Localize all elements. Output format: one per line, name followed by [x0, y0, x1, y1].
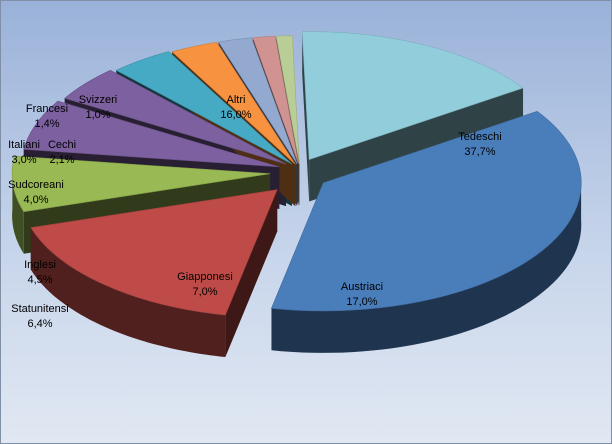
slice-value: 3,0% [11, 154, 36, 166]
slice-label-cechi: Cechi 2,1% [48, 139, 76, 166]
slice-value: 37,7% [464, 146, 495, 158]
slice-svizzeri [275, 35, 300, 164]
slice-label-statunitensi: Statunitensi 6,4% [11, 303, 68, 330]
slice-label-giapponesi: Giapponesi 7,0% [177, 271, 233, 298]
slice-altri [301, 31, 524, 160]
slice-label-sudcoreani: Sudcoreani 4,0% [8, 179, 64, 206]
slice-tedeschi [271, 110, 582, 312]
slice-value: 4,5% [27, 274, 52, 286]
slice-name: Altri [227, 94, 246, 106]
slice-name: Svizzeri [79, 94, 118, 106]
slice-rim-austriaci [30, 227, 226, 357]
slice-label-italiani: Italiani 3,0% [8, 139, 40, 166]
slice-value: 17,0% [346, 296, 377, 308]
slice-rim-giapponesi [12, 167, 24, 254]
slice-label-altri: Altri 16,0% [220, 94, 251, 121]
pie-tops [11, 31, 582, 316]
slice-italiani [171, 42, 296, 165]
slice-label-francesi: Francesi 1,4% [26, 103, 68, 130]
slice-value: 1,4% [34, 118, 59, 130]
slice-name: Tedeschi [458, 131, 501, 143]
slice-name: Francesi [26, 103, 68, 115]
slice-value: 4,0% [23, 194, 48, 206]
slice-name: Inglesi [24, 259, 56, 271]
slice-value: 16,0% [220, 109, 251, 121]
slice-value: 2,1% [49, 154, 74, 166]
slice-label-tedeschi: Tedeschi 37,7% [458, 131, 501, 158]
slice-name: Giapponesi [177, 271, 233, 283]
slice-label-inglesi: Inglesi 4,5% [24, 259, 56, 286]
slice-wall-altri [302, 31, 310, 202]
slice-label-svizzeri: Svizzeri 1,0% [79, 94, 118, 121]
slice-name: Sudcoreani [8, 179, 64, 191]
slice-value: 7,0% [192, 286, 217, 298]
slice-rim-tedeschi [271, 177, 582, 353]
slice-label-austriaci: Austriaci 17,0% [341, 281, 383, 308]
slice-austriaci [30, 189, 278, 316]
slice-cechi [218, 37, 298, 165]
slice-name: Italiani [8, 139, 40, 151]
slice-name: Austriaci [341, 281, 383, 293]
slice-giapponesi [11, 155, 271, 213]
slice-statunitensi [23, 100, 280, 168]
slice-value: 6,4% [27, 318, 52, 330]
pie-labels: Tedeschi 37,7% Austriaci 17,0% Giapponesi 7,0… [8, 94, 502, 330]
slice-inglesi [64, 69, 287, 165]
slice-sudcoreani [115, 51, 293, 165]
slice-name: Statunitensi [11, 303, 68, 315]
slice-name: Cechi [48, 139, 76, 151]
slice-value: 1,0% [85, 109, 110, 121]
slice-francesi [252, 35, 299, 164]
